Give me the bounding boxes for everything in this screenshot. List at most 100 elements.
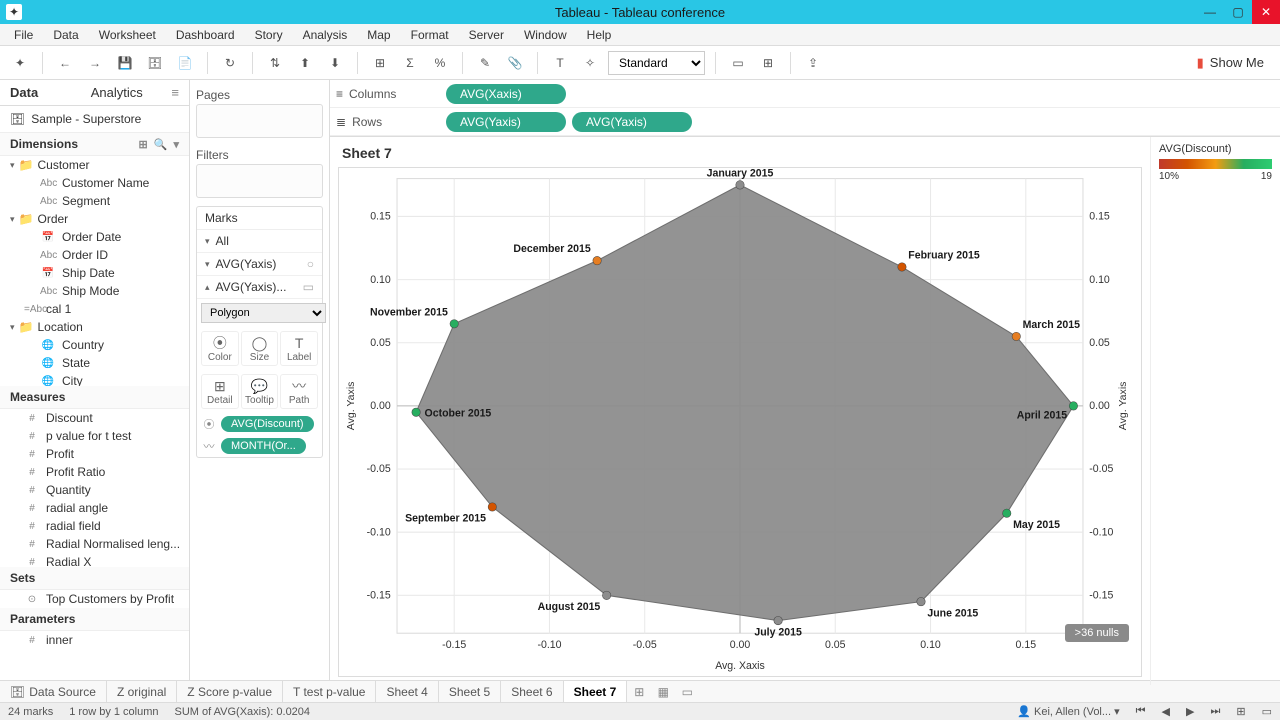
grid-view-icon[interactable]: ⊞ bbox=[1236, 705, 1245, 718]
datasource-row[interactable]: 🗄 Sample - Superstore bbox=[0, 106, 189, 133]
new-worksheet-icon[interactable]: ⊞ bbox=[627, 685, 651, 699]
swap-button[interactable]: ⇅ bbox=[263, 51, 287, 75]
highlight-button[interactable]: ✎ bbox=[473, 51, 497, 75]
nav-first-icon[interactable]: ⏮ bbox=[1136, 705, 1146, 718]
maximize-button[interactable]: ▢ bbox=[1224, 0, 1252, 24]
nav-next-icon[interactable]: ▶ bbox=[1186, 705, 1194, 718]
label-button[interactable]: T bbox=[548, 51, 572, 75]
share-button[interactable]: ⇪ bbox=[801, 51, 825, 75]
sheet-tab-z-original[interactable]: Z original bbox=[107, 681, 177, 702]
marks-row-0[interactable]: ▾All bbox=[197, 230, 322, 253]
pill-avg-yaxis-[interactable]: AVG(Yaxis) bbox=[446, 112, 566, 132]
view-icon[interactable]: ⊞ bbox=[139, 138, 148, 151]
pages-shelf[interactable]: Pages bbox=[196, 86, 323, 138]
measure-profit[interactable]: #Profit bbox=[0, 445, 189, 463]
dim-country[interactable]: 🌐Country bbox=[0, 336, 189, 354]
tab-data[interactable]: Data bbox=[0, 80, 81, 105]
measure-profit-ratio[interactable]: #Profit Ratio bbox=[0, 463, 189, 481]
menu-data[interactable]: Data bbox=[45, 26, 86, 44]
marks-card-tooltip[interactable]: 💬Tooltip bbox=[241, 374, 279, 409]
measure-radial-field[interactable]: #radial field bbox=[0, 517, 189, 535]
save-button[interactable]: 💾 bbox=[113, 51, 137, 75]
measure-discount[interactable]: #Discount bbox=[0, 409, 189, 427]
dim-ship-mode[interactable]: AbcShip Mode bbox=[0, 282, 189, 300]
set-item[interactable]: ⊙Top Customers by Profit bbox=[0, 590, 189, 608]
pill-avg-xaxis-[interactable]: AVG(Xaxis) bbox=[446, 84, 566, 104]
marks-card-path[interactable]: 〰Path bbox=[280, 374, 318, 409]
forward-button[interactable]: → bbox=[83, 51, 107, 75]
menu-story[interactable]: Story bbox=[247, 26, 291, 44]
radar-chart[interactable]: -0.15-0.15-0.15-0.10-0.10-0.10-0.05-0.05… bbox=[338, 167, 1142, 677]
measure-radial-angle[interactable]: #radial angle bbox=[0, 499, 189, 517]
measure-radial-x[interactable]: #Radial X bbox=[0, 553, 189, 567]
tab-datasource[interactable]: 🗄 Data Source bbox=[0, 681, 107, 702]
pill-avg-yaxis-[interactable]: AVG(Yaxis) bbox=[572, 112, 692, 132]
dim-state[interactable]: 🌐State bbox=[0, 354, 189, 372]
menu-worksheet[interactable]: Worksheet bbox=[91, 26, 164, 44]
marks-card-size[interactable]: ◯Size bbox=[241, 331, 279, 366]
measure-radial-normalised-leng-[interactable]: #Radial Normalised leng... bbox=[0, 535, 189, 553]
rows-shelf[interactable]: ≣Rows AVG(Yaxis)AVG(Yaxis) bbox=[330, 108, 1280, 136]
dim-segment[interactable]: AbcSegment bbox=[0, 192, 189, 210]
pill-month-order[interactable]: MONTH(Or... bbox=[221, 438, 306, 454]
dim-ship-date[interactable]: 📅Ship Date bbox=[0, 264, 189, 282]
menu-file[interactable]: File bbox=[6, 26, 41, 44]
new-story-icon[interactable]: ▭ bbox=[675, 685, 699, 699]
measure-quantity[interactable]: #Quantity bbox=[0, 481, 189, 499]
percentage-button[interactable]: % bbox=[428, 51, 452, 75]
presentation-button[interactable]: ▭ bbox=[726, 51, 750, 75]
dashboard-button[interactable]: ⊞ bbox=[756, 51, 780, 75]
menu-dashboard[interactable]: Dashboard bbox=[168, 26, 243, 44]
dim-order-date[interactable]: 📅Order Date bbox=[0, 228, 189, 246]
marks-row-1[interactable]: ▾AVG(Yaxis)○ bbox=[197, 253, 322, 276]
menu-map[interactable]: Map bbox=[359, 26, 398, 44]
measure-p-value-for-t-test[interactable]: #p value for t test bbox=[0, 427, 189, 445]
param-item[interactable]: #inner bbox=[0, 631, 189, 649]
menu-format[interactable]: Format bbox=[403, 26, 457, 44]
sort-asc-button[interactable]: ⬆ bbox=[293, 51, 317, 75]
data-pane-menu-icon[interactable]: ≡ bbox=[161, 80, 189, 105]
show-me-button[interactable]: ▮Show Me bbox=[1189, 55, 1272, 71]
tableau-icon[interactable]: ✦ bbox=[8, 51, 32, 75]
sheet-tab-z-score-p-value[interactable]: Z Score p-value bbox=[177, 681, 283, 702]
nav-last-icon[interactable]: ⏭ bbox=[1210, 705, 1220, 718]
new-sheet-button[interactable]: 📄 bbox=[173, 51, 197, 75]
marks-row-2[interactable]: ▴AVG(Yaxis)...▭ bbox=[197, 276, 322, 299]
attach-button[interactable]: 📎 bbox=[503, 51, 527, 75]
slideshow-icon[interactable]: ▭ bbox=[1262, 705, 1272, 718]
marks-card-detail[interactable]: ⊞Detail bbox=[201, 374, 239, 409]
close-button[interactable]: ✕ bbox=[1252, 0, 1280, 24]
totals-button[interactable]: Σ bbox=[398, 51, 422, 75]
dim-customer-name[interactable]: AbcCustomer Name bbox=[0, 174, 189, 192]
filters-shelf[interactable]: Filters bbox=[196, 146, 323, 198]
menu-analysis[interactable]: Analysis bbox=[295, 26, 356, 44]
menu-icon[interactable]: ▾ bbox=[173, 138, 179, 151]
menu-server[interactable]: Server bbox=[461, 26, 512, 44]
back-button[interactable]: ← bbox=[53, 51, 77, 75]
columns-shelf[interactable]: ≡Columns AVG(Xaxis) bbox=[330, 80, 1280, 108]
dim-city[interactable]: 🌐City bbox=[0, 372, 189, 386]
sort-desc-button[interactable]: ⬇ bbox=[323, 51, 347, 75]
new-dashboard-icon[interactable]: ▦ bbox=[651, 685, 675, 699]
menu-help[interactable]: Help bbox=[579, 26, 620, 44]
folder-order[interactable]: ▾ 📁 Order bbox=[0, 210, 189, 228]
dim-cal-1[interactable]: =Abccal 1 bbox=[0, 300, 189, 318]
tab-analytics[interactable]: Analytics bbox=[81, 80, 162, 105]
mark-type-selector[interactable]: Polygon bbox=[201, 303, 326, 323]
minimize-button[interactable]: — bbox=[1196, 0, 1224, 24]
group-button[interactable]: ⊞ bbox=[368, 51, 392, 75]
menu-window[interactable]: Window bbox=[516, 26, 575, 44]
new-datasource-button[interactable]: 🗄 bbox=[143, 51, 167, 75]
folder-customer[interactable]: ▾ 📁 Customer bbox=[0, 156, 189, 174]
color-legend[interactable]: AVG(Discount) 10%19 bbox=[1150, 137, 1280, 685]
fit-selector[interactable]: Standard bbox=[608, 51, 705, 75]
marks-card-color[interactable]: ⦿Color bbox=[201, 331, 239, 366]
folder-location[interactable]: ▾ 📁 Location bbox=[0, 318, 189, 336]
null-indicator[interactable]: >36 nulls bbox=[1065, 624, 1129, 642]
nav-prev-icon[interactable]: ◀ bbox=[1162, 705, 1170, 718]
marks-card-label[interactable]: TLabel bbox=[280, 331, 318, 366]
format-button[interactable]: ✧ bbox=[578, 51, 602, 75]
dim-order-id[interactable]: AbcOrder ID bbox=[0, 246, 189, 264]
search-icon[interactable]: 🔍 bbox=[154, 138, 168, 151]
refresh-button[interactable]: ↻ bbox=[218, 51, 242, 75]
